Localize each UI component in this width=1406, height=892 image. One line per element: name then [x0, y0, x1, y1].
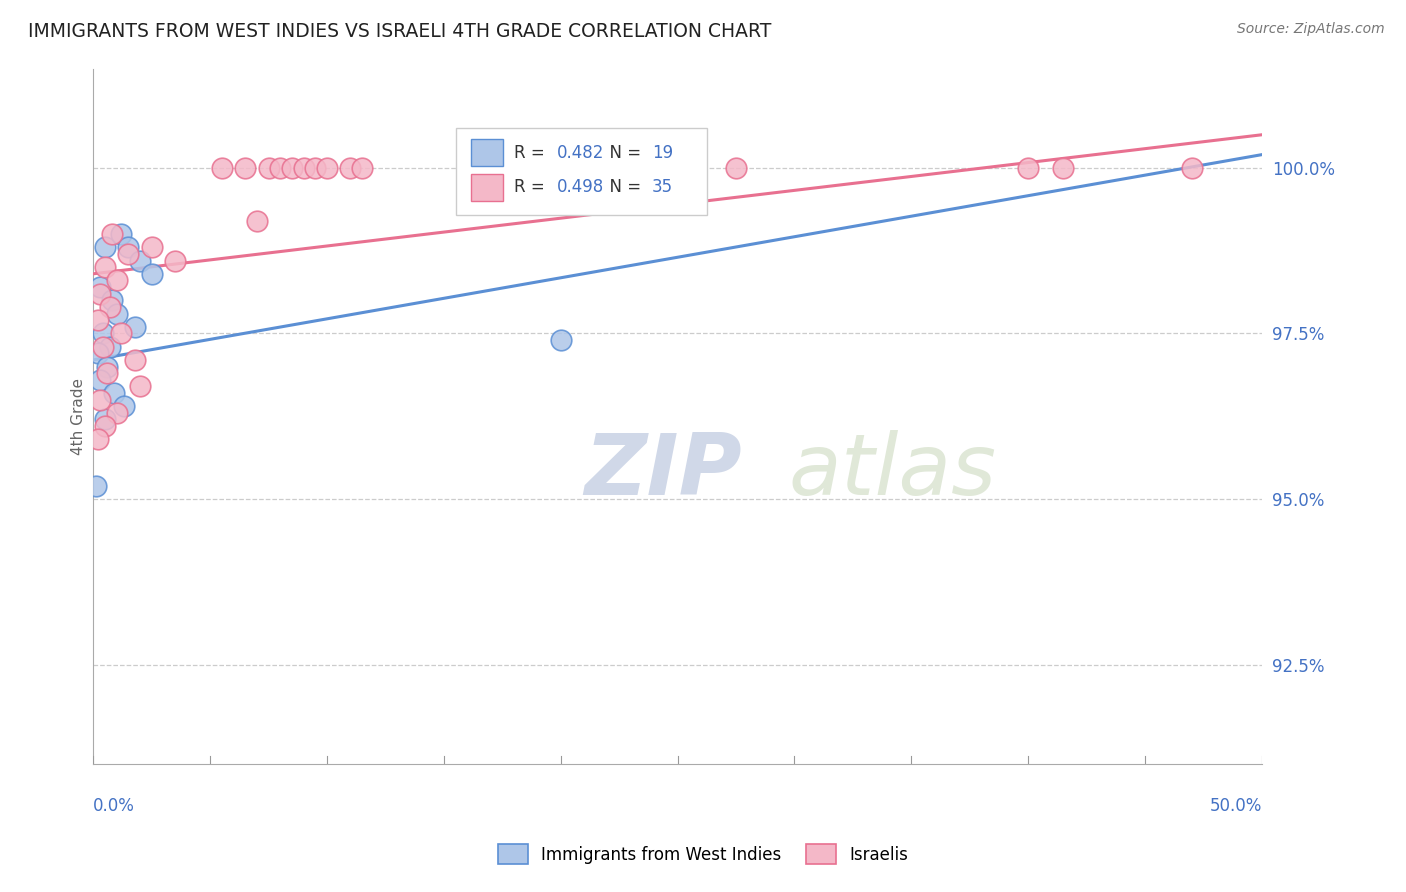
Text: 19: 19: [652, 144, 673, 161]
Point: [117, 240, 139, 254]
Text: atlas: atlas: [789, 430, 997, 513]
FancyBboxPatch shape: [471, 174, 503, 201]
Text: R =: R =: [515, 144, 550, 161]
Point: [98, 340, 121, 354]
Point: [94, 419, 117, 434]
Point: [103, 386, 125, 401]
Text: 35: 35: [652, 178, 673, 196]
Text: 0.0%: 0.0%: [93, 797, 135, 815]
Point: [211, 161, 233, 175]
Point: [110, 227, 132, 241]
Point: [105, 406, 128, 420]
Text: ZIP: ZIP: [583, 430, 742, 513]
Text: 0.482: 0.482: [557, 144, 605, 161]
FancyBboxPatch shape: [456, 128, 707, 215]
Point: [105, 307, 128, 321]
Point: [141, 240, 163, 254]
Point: [89, 392, 111, 407]
Point: [101, 293, 124, 308]
Point: [89, 280, 111, 294]
Point: [163, 253, 186, 268]
Point: [129, 379, 152, 393]
Point: [269, 161, 291, 175]
Point: [91, 326, 114, 341]
Point: [233, 161, 256, 175]
Point: [350, 161, 373, 175]
Y-axis label: 4th Grade: 4th Grade: [72, 377, 86, 455]
Point: [725, 161, 748, 175]
Point: [84, 479, 107, 493]
Point: [101, 227, 124, 241]
Point: [129, 253, 152, 268]
Text: N =: N =: [599, 144, 647, 161]
Point: [550, 333, 572, 347]
Point: [124, 352, 146, 367]
Point: [339, 161, 361, 175]
Text: IMMIGRANTS FROM WEST INDIES VS ISRAELI 4TH GRADE CORRELATION CHART: IMMIGRANTS FROM WEST INDIES VS ISRAELI 4…: [28, 22, 772, 41]
Point: [526, 161, 548, 175]
Point: [87, 433, 110, 447]
Point: [316, 161, 339, 175]
Point: [257, 161, 280, 175]
Point: [105, 273, 128, 287]
Text: Source: ZipAtlas.com: Source: ZipAtlas.com: [1237, 22, 1385, 37]
Point: [112, 399, 135, 413]
Point: [91, 340, 114, 354]
Text: 50.0%: 50.0%: [1209, 797, 1263, 815]
Point: [87, 313, 110, 327]
FancyBboxPatch shape: [471, 139, 503, 166]
Point: [124, 319, 146, 334]
Point: [1052, 161, 1074, 175]
Point: [94, 412, 117, 426]
Point: [110, 326, 132, 341]
Point: [246, 214, 269, 228]
Text: N =: N =: [599, 178, 647, 196]
Point: [1181, 161, 1204, 175]
Point: [1017, 161, 1039, 175]
Point: [141, 267, 163, 281]
Text: 0.498: 0.498: [557, 178, 605, 196]
Point: [503, 161, 526, 175]
Point: [304, 161, 326, 175]
Point: [98, 300, 121, 314]
Point: [292, 161, 315, 175]
Point: [89, 373, 111, 387]
Point: [96, 366, 118, 380]
Point: [87, 346, 110, 360]
Legend: Immigrants from West Indies, Israelis: Immigrants from West Indies, Israelis: [491, 838, 915, 871]
Point: [96, 359, 118, 374]
Point: [94, 240, 117, 254]
Point: [281, 161, 304, 175]
Point: [94, 260, 117, 275]
Point: [117, 247, 139, 261]
Point: [89, 286, 111, 301]
Text: R =: R =: [515, 178, 550, 196]
